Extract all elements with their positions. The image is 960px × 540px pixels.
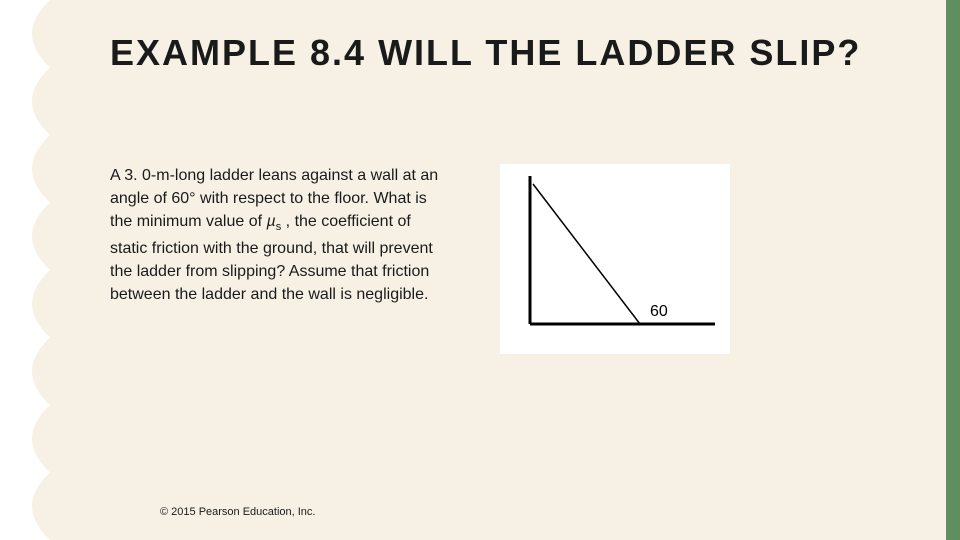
svg-text:60: 60 xyxy=(650,303,668,320)
copyright-notice: © 2015 Pearson Education, Inc. xyxy=(160,506,315,518)
ladder-diagram-svg: 60 xyxy=(500,164,730,354)
accent-bar xyxy=(946,0,960,540)
wavy-left-edge xyxy=(0,0,50,540)
ladder-figure: 60 xyxy=(500,164,730,354)
slide-main: EXAMPLE 8.4 WILL THE LADDER SLIP? A 3. 0… xyxy=(50,0,960,540)
content-row: A 3. 0-m-long ladder leans against a wal… xyxy=(110,164,920,354)
wave-svg xyxy=(0,0,50,540)
problem-text: A 3. 0-m-long ladder leans against a wal… xyxy=(110,164,440,306)
slide-title: EXAMPLE 8.4 WILL THE LADDER SLIP? xyxy=(110,32,920,74)
